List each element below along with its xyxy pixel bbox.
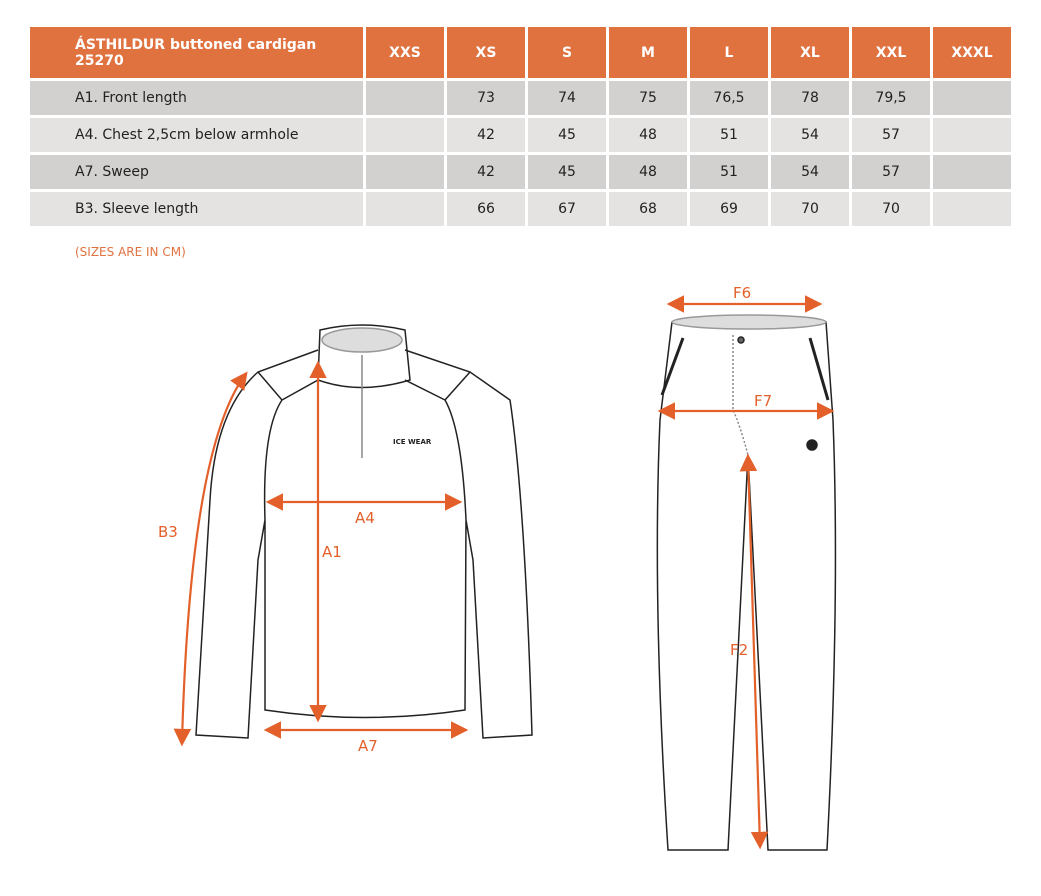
a7-label: A7 bbox=[358, 737, 378, 755]
a1-label: A1 bbox=[322, 543, 342, 561]
measurement-value bbox=[933, 155, 1011, 189]
measurement-value: 69 bbox=[690, 192, 768, 226]
size-header: M bbox=[609, 27, 687, 78]
measurement-value bbox=[366, 81, 444, 115]
f2-label: F2 bbox=[730, 641, 748, 659]
measurement-label: A1. Front length bbox=[30, 81, 363, 115]
size-header: XXL bbox=[852, 27, 930, 78]
measurement-value: 45 bbox=[528, 118, 606, 152]
measurement-value bbox=[366, 155, 444, 189]
measurement-value: 42 bbox=[447, 155, 525, 189]
size-header: S bbox=[528, 27, 606, 78]
measurement-value: 48 bbox=[609, 155, 687, 189]
ice-wear-logo: ICE WEAR bbox=[393, 438, 432, 446]
pants-drawing bbox=[656, 314, 837, 851]
f7-label: F7 bbox=[754, 392, 772, 410]
measurement-value: 66 bbox=[447, 192, 525, 226]
measurement-value: 48 bbox=[609, 118, 687, 152]
measurement-label: A7. Sweep bbox=[30, 155, 363, 189]
measurement-value: 54 bbox=[771, 118, 849, 152]
units-note: (SIZES ARE IN CM) bbox=[75, 245, 186, 259]
measurement-value bbox=[366, 192, 444, 226]
measurement-value: 74 bbox=[528, 81, 606, 115]
measurement-value: 70 bbox=[852, 192, 930, 226]
measurement-value: 51 bbox=[690, 118, 768, 152]
measurement-label: B3. Sleeve length bbox=[30, 192, 363, 226]
size-header: L bbox=[690, 27, 768, 78]
table-row: B3. Sleeve length 66 67 68 69 70 70 bbox=[30, 192, 1011, 226]
measurement-value: 57 bbox=[852, 155, 930, 189]
measurement-value bbox=[933, 118, 1011, 152]
measurement-value: 54 bbox=[771, 155, 849, 189]
measurement-value: 70 bbox=[771, 192, 849, 226]
measurement-label: A4. Chest 2,5cm below armhole bbox=[30, 118, 363, 152]
measurement-value: 42 bbox=[447, 118, 525, 152]
measurement-value: 67 bbox=[528, 192, 606, 226]
measurement-value: 68 bbox=[609, 192, 687, 226]
table-header-row: ÁSTHILDUR buttoned cardigan 25270 XXS XS… bbox=[30, 27, 1011, 78]
jacket-drawing bbox=[195, 324, 533, 739]
measurement-value: 78 bbox=[771, 81, 849, 115]
f2-arrow bbox=[739, 453, 769, 850]
a4-label: A4 bbox=[355, 509, 375, 527]
measurement-value: 45 bbox=[528, 155, 606, 189]
measurement-value bbox=[933, 81, 1011, 115]
measurement-value: 73 bbox=[447, 81, 525, 115]
table-row: A4. Chest 2,5cm below armhole 42 45 48 51 54 5… bbox=[30, 118, 1011, 152]
f6-label: F6 bbox=[733, 284, 751, 302]
measurement-value: 79,5 bbox=[852, 81, 930, 115]
measurement-arrows bbox=[173, 295, 835, 850]
size-header: XXXL bbox=[933, 27, 1011, 78]
b3-label: B3 bbox=[158, 523, 178, 541]
b3-arrow bbox=[173, 371, 248, 747]
table-row: A1. Front length 73 74 75 76,5 78 79,5 bbox=[30, 81, 1011, 115]
measurement-value: 75 bbox=[609, 81, 687, 115]
size-header: XL bbox=[771, 27, 849, 78]
measurement-value: 76,5 bbox=[690, 81, 768, 115]
measurement-value bbox=[933, 192, 1011, 226]
measurement-value bbox=[366, 118, 444, 152]
measurement-value: 51 bbox=[690, 155, 768, 189]
table-row: A7. Sweep 42 45 48 51 54 57 bbox=[30, 155, 1011, 189]
size-header: XXS bbox=[366, 27, 444, 78]
measurement-value: 57 bbox=[852, 118, 930, 152]
size-header: XS bbox=[447, 27, 525, 78]
size-table: ÁSTHILDUR buttoned cardigan 25270 XXS XS… bbox=[27, 24, 1014, 229]
product-title-header: ÁSTHILDUR buttoned cardigan 25270 bbox=[30, 27, 363, 78]
